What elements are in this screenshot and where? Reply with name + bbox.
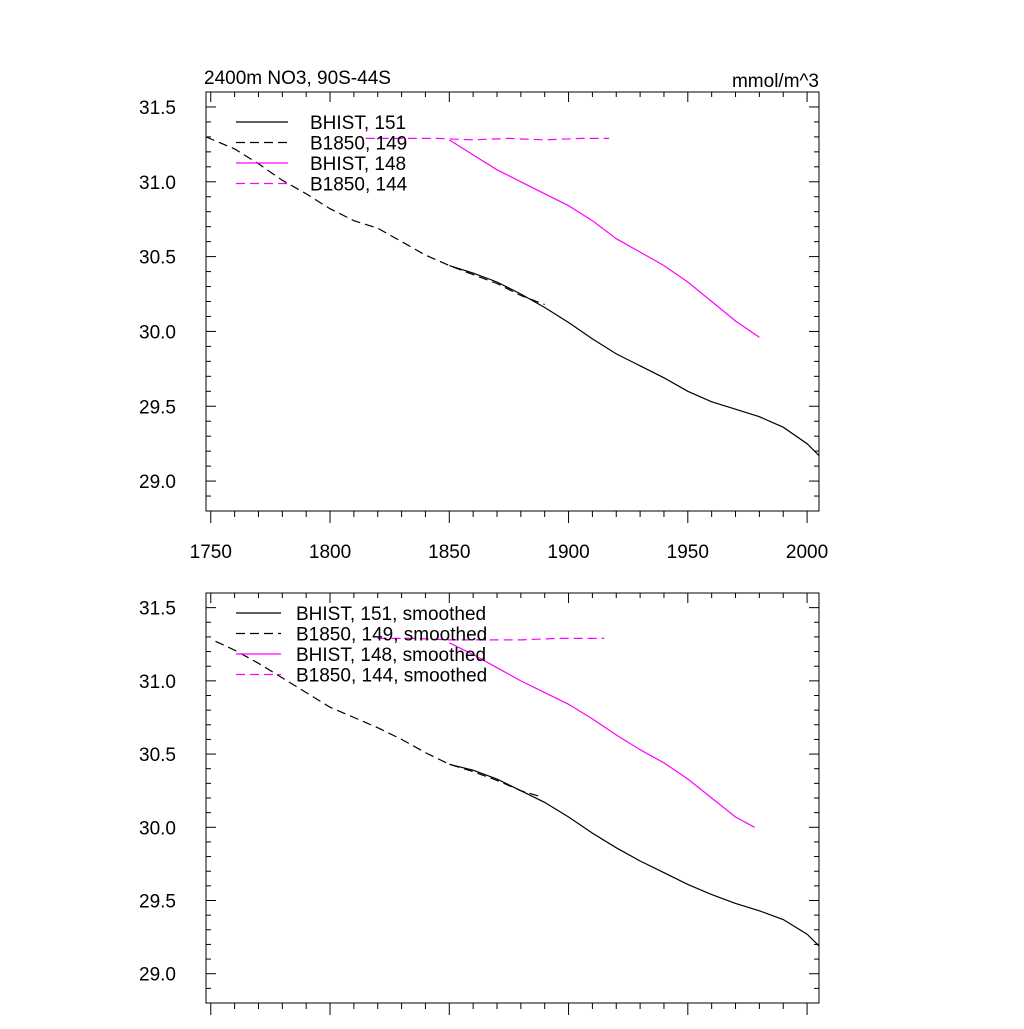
y-tick-label: 31.0 [139, 173, 176, 194]
series-line-3 [448, 139, 760, 338]
x-tick-label: 1800 [309, 542, 351, 563]
series-line-3 [449, 642, 755, 828]
x-tick-label: 1950 [667, 542, 709, 563]
y-tick-label: 29.0 [139, 472, 176, 493]
series-line-2 [215, 640, 541, 798]
y-tick-label: 29.5 [139, 397, 176, 418]
top-panel: 29.0 29.5 30.0 30.5 31.0 31.5 1750 1800 1850 1900… [139, 91, 828, 563]
y-tick-label: 30.0 [139, 322, 176, 343]
legend-label: B1850, 144 [310, 175, 408, 196]
plot-title: 2400m NO3, 90S-44S [204, 68, 391, 89]
y-tick-label: 30.5 [139, 248, 176, 269]
legend-label: B1850, 149, smoothed [296, 625, 487, 646]
y-tick-label: 30.0 [139, 818, 176, 839]
bottom-panel: 29.0 29.5 30.0 30.5 31.0 31.5 BHIST, 151, smoo… [139, 592, 820, 1015]
legend-label: BHIST, 151 [310, 113, 406, 134]
legend-label: B1850, 149 [310, 134, 407, 155]
plot-frame [205, 91, 820, 512]
y-tick-label: 30.5 [139, 745, 176, 766]
y-tick-label: 31.5 [139, 98, 176, 119]
y-tick-label: 31.0 [139, 672, 176, 693]
legend-label: B1850, 144, smoothed [296, 666, 487, 687]
x-tick-label: 2000 [786, 542, 828, 563]
y-tick-label: 29.5 [139, 892, 176, 913]
x-tick-label: 1850 [428, 542, 470, 563]
units-label: mmol/m^3 [732, 71, 819, 92]
y-tick-label: 31.5 [139, 599, 176, 620]
x-tick-label: 1900 [547, 542, 589, 563]
legend-label: BHIST, 148, smoothed [296, 645, 486, 666]
legend-label: BHIST, 148 [310, 154, 406, 175]
series-line-1 [449, 265, 819, 457]
y-tick-label: 29.0 [139, 965, 176, 986]
series-line-1 [449, 763, 819, 947]
legend-label: BHIST, 151, smoothed [296, 604, 486, 625]
series-line-4 [377, 637, 605, 641]
x-tick-label: 1750 [190, 542, 232, 563]
